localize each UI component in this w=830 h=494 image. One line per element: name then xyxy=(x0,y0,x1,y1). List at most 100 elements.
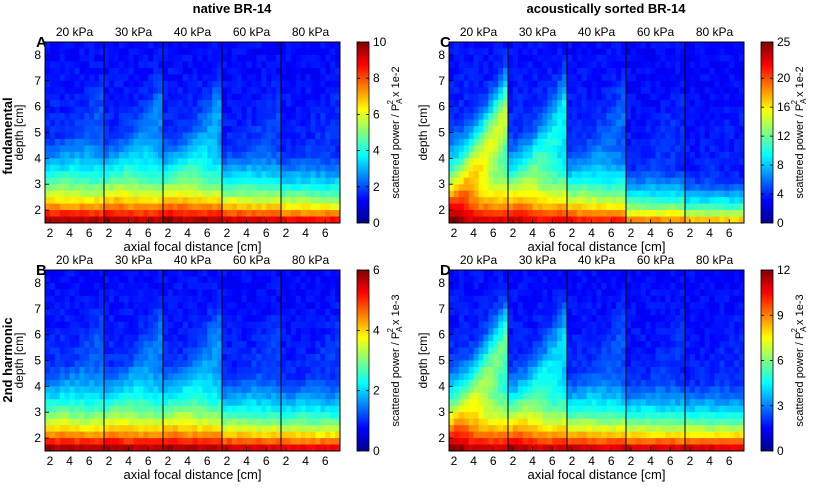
heatmap-cell xyxy=(207,55,212,62)
heatmap-cell xyxy=(183,386,188,393)
heatmap-cell xyxy=(557,217,562,224)
heatmap-cell xyxy=(197,210,202,217)
heatmap-cell xyxy=(528,197,533,204)
heatmap-cell xyxy=(266,438,271,445)
heatmap-cell xyxy=(84,61,89,68)
heatmap-cell xyxy=(306,120,311,127)
heatmap-cell xyxy=(197,315,202,322)
heatmap-cell xyxy=(109,107,114,114)
heatmap-cell xyxy=(552,133,557,140)
heatmap-cell xyxy=(665,87,670,94)
heatmap-cell xyxy=(197,419,202,426)
heatmap-cell xyxy=(178,276,183,283)
heatmap-cell xyxy=(148,296,153,303)
heatmap-cell xyxy=(163,152,168,159)
heatmap-cell xyxy=(129,425,134,432)
heatmap-cell xyxy=(197,367,202,374)
heatmap-cell xyxy=(513,120,518,127)
heatmap-cell xyxy=(109,55,114,62)
heatmap-cell xyxy=(670,204,675,211)
heatmap-cell xyxy=(193,445,198,452)
heatmap-cell xyxy=(286,341,291,348)
heatmap-cell xyxy=(518,74,523,81)
heatmap-cell xyxy=(119,74,124,81)
heatmap-cell xyxy=(168,94,173,101)
heatmap-cell xyxy=(232,289,237,296)
heatmap-cell xyxy=(109,145,114,152)
heatmap-cell xyxy=(547,74,552,81)
heatmap-cell xyxy=(626,61,631,68)
heatmap-cell xyxy=(459,113,464,120)
heatmap-cell xyxy=(129,191,134,198)
heatmap-cell xyxy=(168,210,173,217)
heatmap-cell xyxy=(311,406,316,413)
heatmap-cell xyxy=(114,145,119,152)
heatmap-cell xyxy=(523,113,528,120)
heatmap-cell xyxy=(483,191,488,198)
heatmap-cell xyxy=(84,367,89,374)
heatmap-cell xyxy=(315,152,320,159)
heatmap-cell xyxy=(325,393,330,400)
heatmap-cell xyxy=(227,438,232,445)
heatmap-cell xyxy=(70,309,75,316)
heatmap-cell xyxy=(134,204,139,211)
heatmap-cell xyxy=(109,133,114,140)
heatmap-cell xyxy=(55,335,60,342)
heatmap-cell xyxy=(488,42,493,49)
heatmap-cell xyxy=(129,113,134,120)
heatmap-cell xyxy=(222,145,227,152)
heatmap-cell xyxy=(572,94,577,101)
subpanel-heatmap xyxy=(449,42,508,223)
heatmap-cell xyxy=(557,204,562,211)
heatmap-cell xyxy=(256,113,261,120)
heatmap-cell xyxy=(222,393,227,400)
heatmap-cell xyxy=(109,283,114,290)
heatmap-cell xyxy=(286,217,291,224)
heatmap-cell xyxy=(552,165,557,172)
heatmap-cell xyxy=(320,367,325,374)
heatmap-cell xyxy=(168,380,173,387)
heatmap-cell xyxy=(143,315,148,322)
heatmap-cell xyxy=(79,61,84,68)
heatmap-cell xyxy=(518,152,523,159)
heatmap-cell xyxy=(611,152,616,159)
heatmap-cell xyxy=(281,210,286,217)
heatmap-cell xyxy=(104,74,109,81)
heatmap-cell xyxy=(464,171,469,178)
heatmap-cell xyxy=(493,217,498,224)
heatmap-cell xyxy=(65,81,70,88)
group-title-left: native BR-14 xyxy=(193,1,273,16)
heatmap-cell xyxy=(173,296,178,303)
heatmap-cell xyxy=(464,152,469,159)
heatmap-cell xyxy=(577,184,582,191)
heatmap-cell xyxy=(70,210,75,217)
heatmap-cell xyxy=(557,210,562,217)
heatmap-cell xyxy=(193,178,198,185)
heatmap-cell xyxy=(330,184,335,191)
heatmap-cell xyxy=(533,87,538,94)
heatmap-cell xyxy=(606,197,611,204)
heatmap-cell xyxy=(50,68,55,75)
heatmap-cell xyxy=(493,94,498,101)
heatmap-cell xyxy=(134,87,139,94)
heatmap-cell xyxy=(552,210,557,217)
heatmap-cell xyxy=(651,113,656,120)
heatmap-cell xyxy=(75,445,80,452)
heatmap-cell xyxy=(75,48,80,55)
heatmap-cell xyxy=(320,87,325,94)
heatmap-cell xyxy=(301,341,306,348)
heatmap-cell xyxy=(582,113,587,120)
heatmap-cell xyxy=(479,133,484,140)
heatmap-cell xyxy=(94,42,99,49)
heatmap-cell xyxy=(266,94,271,101)
heatmap-cell xyxy=(119,210,124,217)
heatmap-cell xyxy=(286,328,291,335)
heatmap-cell xyxy=(301,42,306,49)
heatmap-cell xyxy=(65,348,70,355)
heatmap-cell xyxy=(79,81,84,88)
heatmap-cell xyxy=(656,107,661,114)
heatmap-cell xyxy=(109,120,114,127)
heatmap-cell xyxy=(306,171,311,178)
heatmap-cell xyxy=(325,367,330,374)
heatmap-cell xyxy=(79,197,84,204)
